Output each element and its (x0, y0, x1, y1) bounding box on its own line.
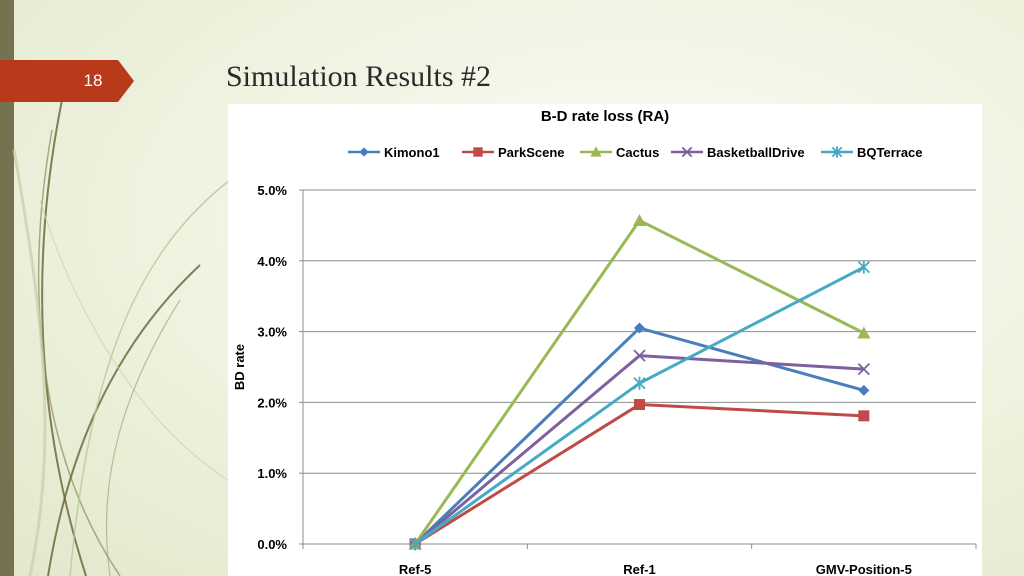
point-2-1 (633, 213, 646, 226)
y-axis-label: BD rate (232, 344, 247, 390)
x-tick-label-1: Ref-1 (623, 562, 656, 576)
legend-label-3: BasketballDrive (707, 145, 805, 160)
legend-label-4: BQTerrace (857, 145, 923, 160)
point-0-1 (634, 322, 645, 334)
slide-title: Simulation Results #2 (226, 60, 492, 93)
x-tick-label-2: GMV-Position-5 (816, 562, 912, 576)
y-tick-label-3: 3.0% (257, 325, 287, 340)
y-tick-label-4: 4.0% (257, 254, 287, 269)
point-3-2 (857, 362, 870, 376)
legend-marker-1 (473, 147, 483, 157)
point-4-1 (633, 376, 646, 390)
series-line-0 (414, 326, 865, 546)
chart-title: B-D rate loss (RA) (541, 108, 669, 125)
point-4-0 (409, 537, 422, 551)
left-accent-bar (0, 0, 14, 576)
legend-marker-3 (681, 146, 693, 158)
x-tick-label-0: Ref-5 (399, 562, 432, 576)
y-tick-label-2: 2.0% (257, 395, 287, 410)
point-2-2 (857, 326, 871, 339)
legend-marker-0 (359, 147, 369, 157)
y-tick-label-5: 5.0% (257, 183, 287, 198)
point-4-2 (857, 260, 870, 274)
legend-label-0: Kimono1 (384, 145, 440, 160)
series-line-1 (414, 403, 864, 546)
decorative-curves (12, 99, 231, 576)
line-chart: B-D rate loss (RA) Kimono1 ParkScene Cactus… (232, 108, 977, 576)
point-0-2 (858, 384, 870, 396)
slide-number-tag (0, 60, 134, 102)
point-1-1 (634, 399, 645, 411)
legend-label-2: Cactus (616, 145, 659, 160)
point-1-2 (858, 410, 870, 422)
y-tick-label-0: 0.0% (257, 537, 287, 552)
chart-panel: B-D rate loss (RA) Kimono1 ParkScene Cactus… (228, 104, 982, 576)
legend-marker-4 (831, 146, 843, 158)
y-tick-label-1: 1.0% (257, 466, 287, 481)
point-3-1 (633, 349, 646, 362)
legend-label-1: ParkScene (498, 145, 565, 160)
legend-marker-2 (590, 146, 602, 157)
slide-number: 18 (83, 71, 103, 90)
